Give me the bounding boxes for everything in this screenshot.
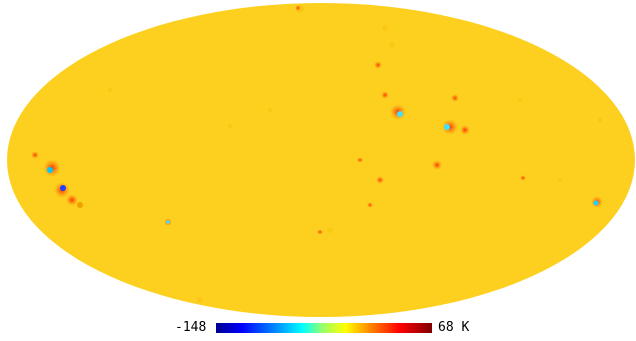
colorbar-min-label: -148 xyxy=(175,320,207,335)
colorbar-gradient xyxy=(216,323,432,333)
foreground-features xyxy=(31,5,603,303)
colorbar-max-label: 68 K xyxy=(438,320,470,335)
mollweide-projection xyxy=(7,3,635,317)
colorbar: -148 68 K xyxy=(0,318,636,338)
sky-ellipse xyxy=(7,3,635,317)
